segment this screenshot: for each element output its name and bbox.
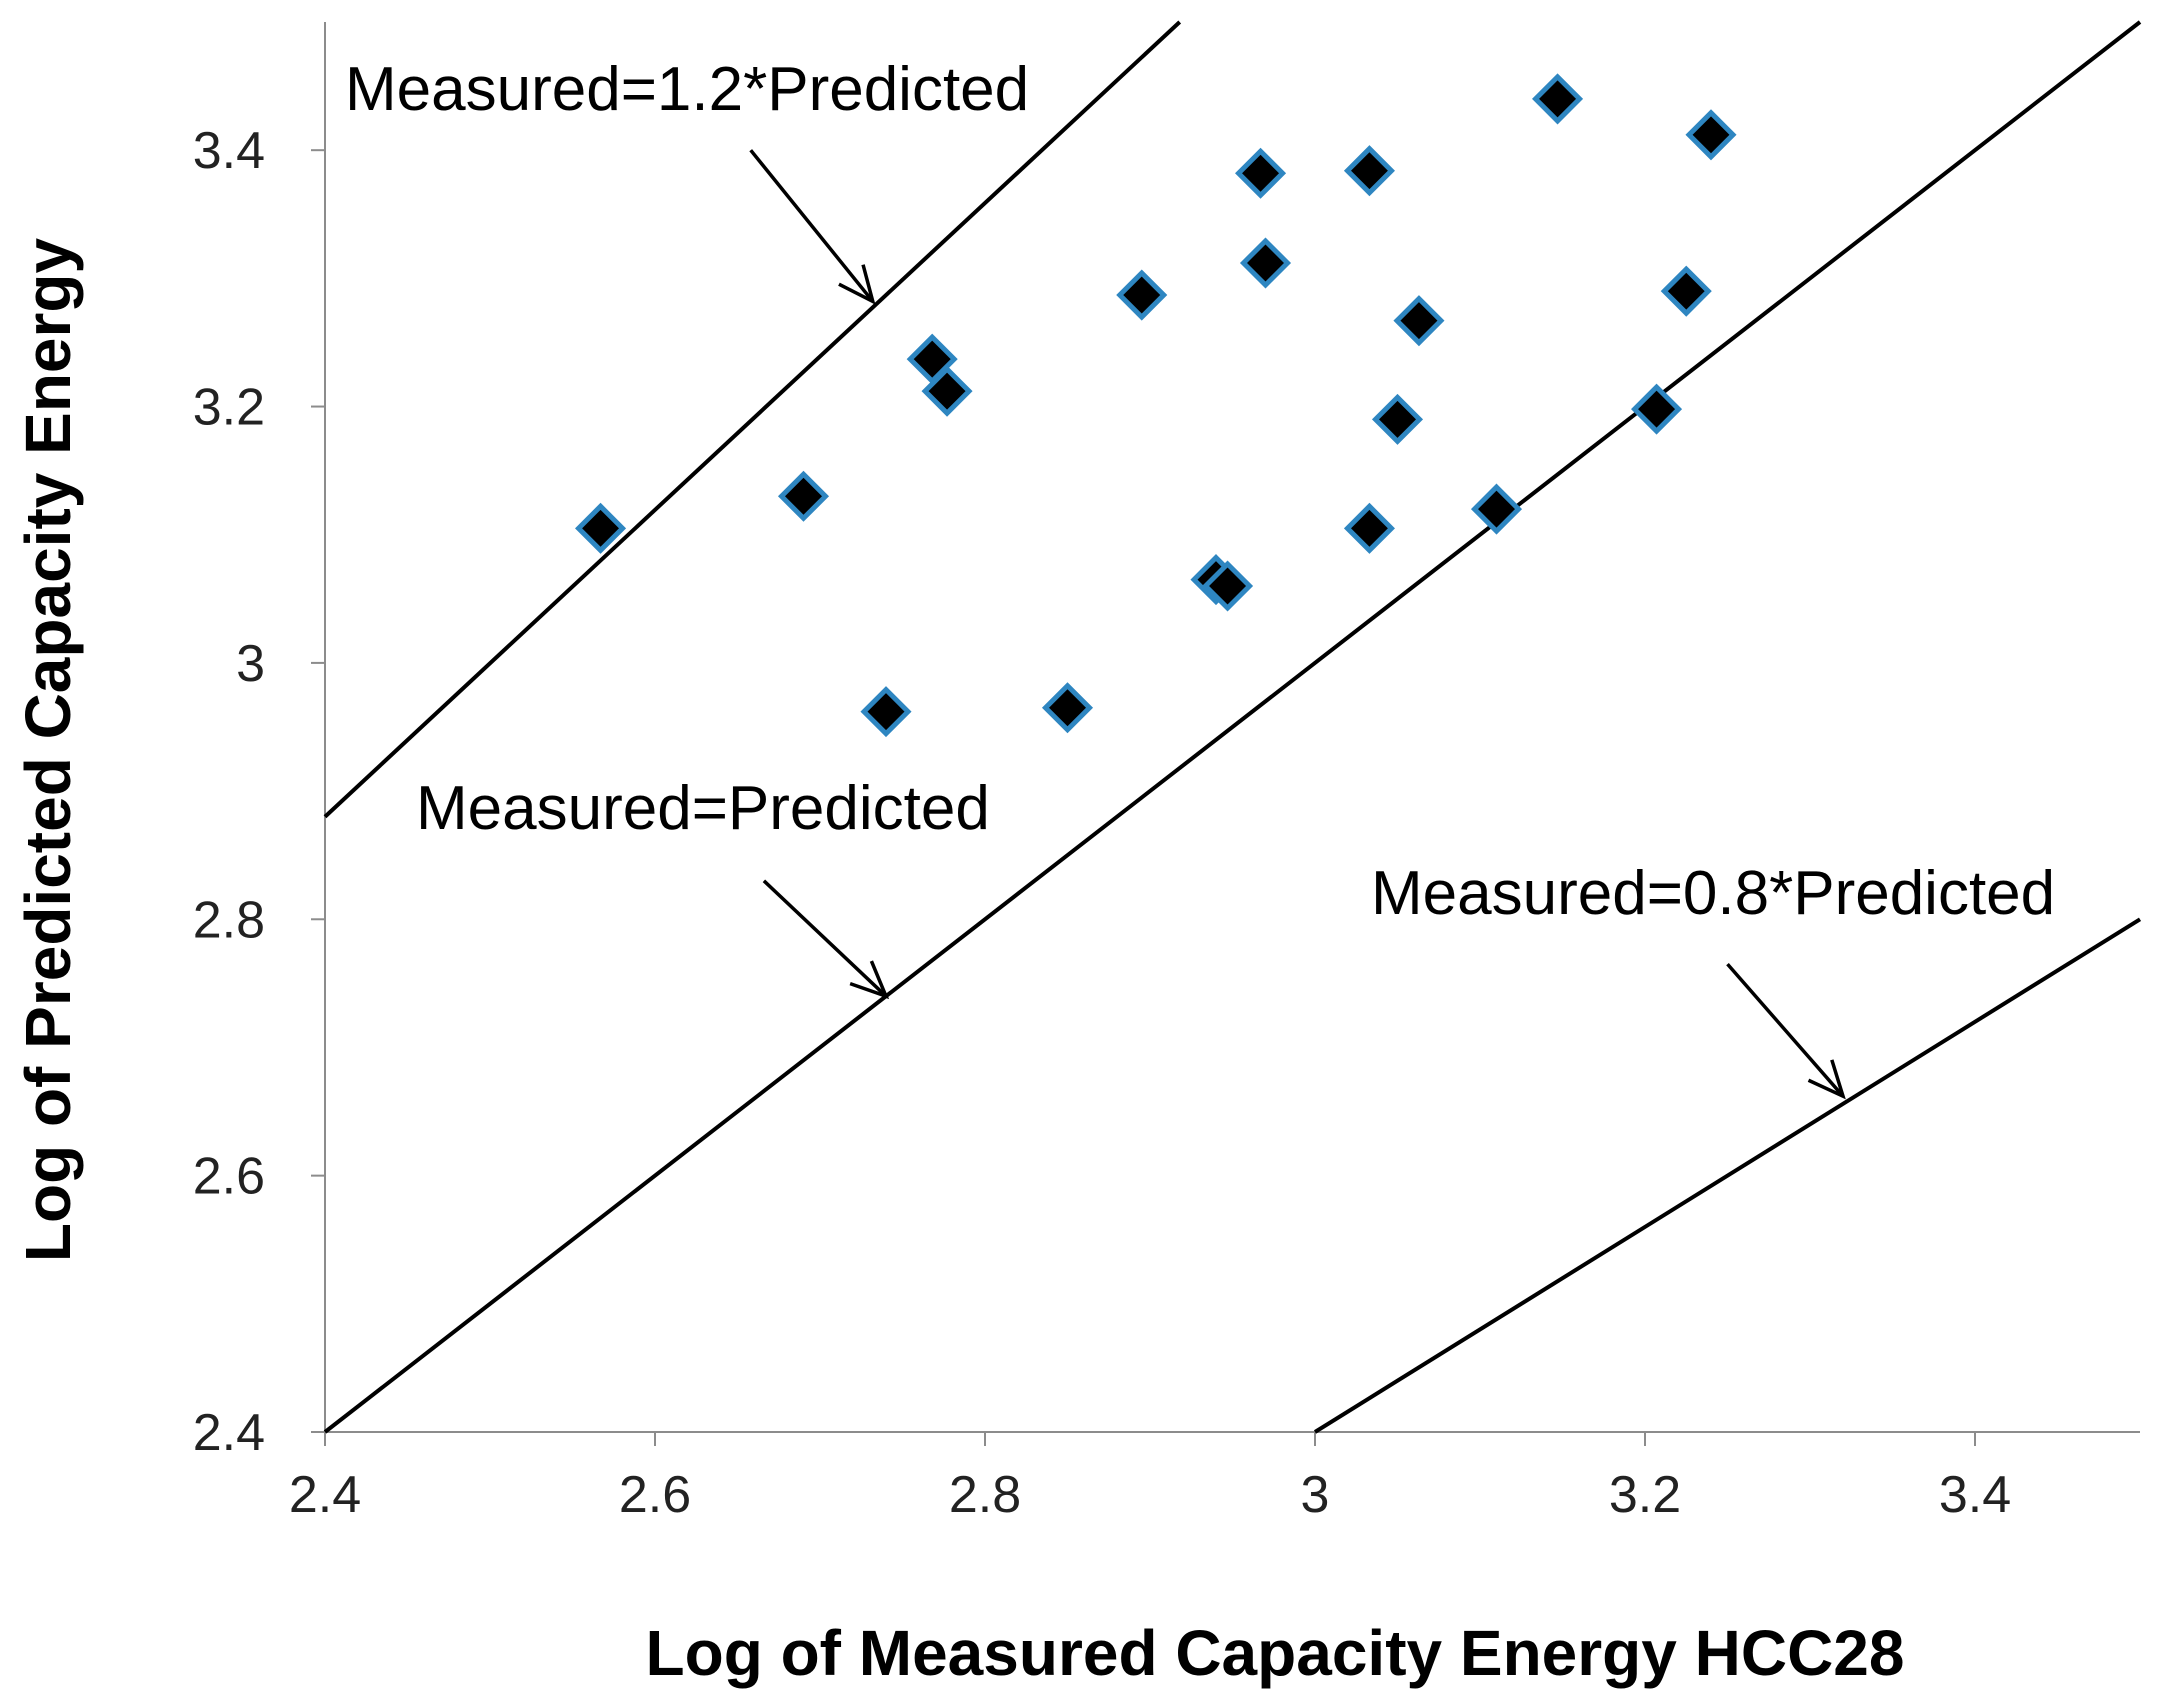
y-ticks: 2.4 2.6 2.8 3 3.2 3.4 bbox=[193, 122, 325, 1462]
arrow-head bbox=[1807, 1059, 1846, 1100]
annotation-measured-0-8-predicted: Measured=0.8*Predicted bbox=[1371, 859, 2055, 928]
x-tick-label: 2.4 bbox=[289, 1466, 361, 1524]
data-point bbox=[1631, 383, 1683, 435]
reference-lines bbox=[323, 20, 2142, 1434]
x-tick-label: 3.4 bbox=[1939, 1466, 2011, 1524]
data-point bbox=[1202, 560, 1254, 612]
x-axis-title: Log of Measured Capacity Energy HCC28 bbox=[646, 1617, 1905, 1689]
data-point bbox=[1470, 483, 1523, 535]
data-point bbox=[1685, 109, 1737, 161]
data-point bbox=[1343, 145, 1395, 197]
reference-line bbox=[323, 20, 2142, 1434]
x-tick-label: 2.8 bbox=[949, 1466, 1021, 1524]
data-point bbox=[1041, 682, 1094, 734]
annotation-arrow bbox=[1726, 962, 1845, 1098]
annotation-arrows bbox=[749, 149, 1846, 1100]
annotations: Measured=1.2*Predicted Measured=Predicte… bbox=[345, 55, 2055, 928]
x-tick-label: 2.6 bbox=[619, 1466, 691, 1524]
data-point bbox=[1235, 147, 1287, 199]
y-tick-label: 2.6 bbox=[193, 1148, 265, 1206]
y-tick-label: 3 bbox=[236, 635, 265, 693]
y-tick-label: 3.4 bbox=[193, 122, 265, 180]
y-tick-label: 2.8 bbox=[193, 891, 265, 949]
annotation-measured-equals-predicted: Measured=Predicted bbox=[416, 774, 990, 843]
data-point bbox=[1343, 502, 1395, 554]
annotation-arrow bbox=[762, 879, 888, 998]
data-point bbox=[1239, 237, 1292, 289]
annotation-measured-1-2-predicted: Measured=1.2*Predicted bbox=[345, 55, 1029, 124]
data-point bbox=[777, 470, 830, 522]
data-point bbox=[860, 686, 912, 738]
y-axis-title: Log of Predicted Capacity Energy bbox=[12, 237, 84, 1262]
data-point bbox=[1393, 295, 1445, 347]
arrow-head bbox=[838, 264, 876, 305]
y-tick-label: 3.2 bbox=[193, 379, 265, 437]
data-point bbox=[921, 365, 973, 417]
annotation-arrow bbox=[749, 149, 875, 303]
data-point bbox=[1371, 393, 1424, 445]
x-tick-label: 3.2 bbox=[1609, 1466, 1681, 1524]
data-point bbox=[1116, 269, 1168, 321]
y-tick-label: 2.4 bbox=[193, 1404, 265, 1462]
arrow-head bbox=[849, 960, 890, 1000]
data-point bbox=[1660, 265, 1712, 317]
reference-line bbox=[323, 20, 1182, 819]
axes bbox=[324, 22, 2140, 1433]
x-ticks: 2.4 2.6 2.8 3 3.2 3.4 bbox=[289, 1432, 2011, 1524]
data-point bbox=[1532, 73, 1584, 125]
data-points bbox=[575, 73, 1737, 738]
data-point bbox=[575, 502, 627, 554]
reference-line bbox=[1313, 917, 2142, 1434]
x-tick-label: 3 bbox=[1301, 1466, 1330, 1524]
